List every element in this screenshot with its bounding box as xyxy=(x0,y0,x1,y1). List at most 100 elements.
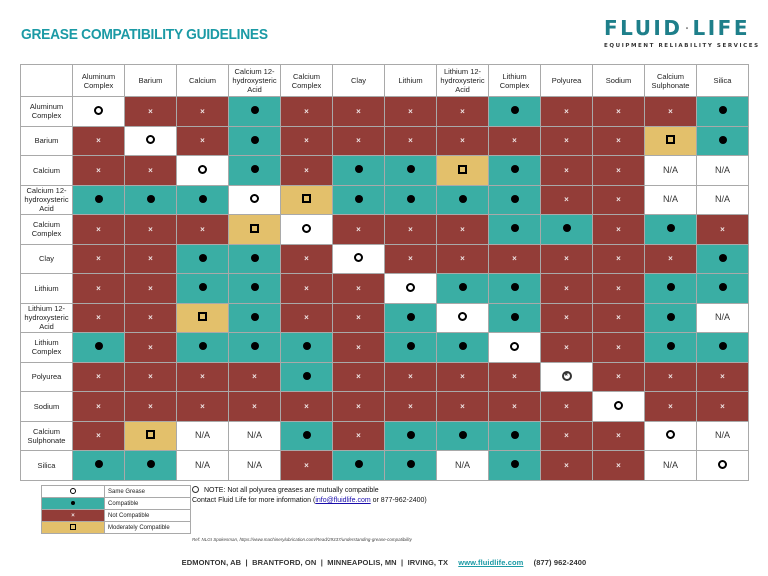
matrix-cell: N/A xyxy=(644,184,697,215)
filled-dot-icon xyxy=(718,135,727,144)
x-mark-icon: × xyxy=(668,254,673,264)
na-text: N/A xyxy=(246,430,262,441)
legend-item: Moderately Compatible xyxy=(41,521,191,534)
matrix-cell xyxy=(332,184,385,215)
table-row: Calcium 12-hydroxysteric Acid × × N/A N/A xyxy=(20,184,749,215)
matrix-cell xyxy=(176,243,229,274)
x-mark-icon: × xyxy=(616,313,621,323)
matrix-cell xyxy=(488,420,541,451)
website-link[interactable]: www.fluidlife.com xyxy=(458,558,524,567)
fluid-life-logo: FLUID LIFE EQUIPMENT RELIABILITY SERVICE… xyxy=(604,16,760,49)
matrix-cell: N/A xyxy=(176,450,229,481)
filled-dot-icon xyxy=(94,194,103,203)
matrix-cell: N/A xyxy=(696,302,749,333)
filled-dot-icon xyxy=(510,224,519,233)
matrix-cell: × xyxy=(488,391,541,422)
x-mark-icon: × xyxy=(460,254,465,264)
x-mark-icon: × xyxy=(148,401,153,411)
filled-dot-icon xyxy=(666,342,675,351)
matrix-cell: × xyxy=(540,155,593,186)
matrix-cell xyxy=(384,184,437,215)
x-mark-icon: × xyxy=(720,224,725,234)
matrix-cell xyxy=(176,332,229,363)
table-row: Lithium 12-hydroxysteric Acid × × × × × × N/A xyxy=(20,302,749,333)
x-mark-icon: × xyxy=(96,136,101,146)
matrix-cell: × xyxy=(384,391,437,422)
matrix-cell xyxy=(72,332,125,363)
x-mark-icon: × xyxy=(564,401,569,411)
na-text: N/A xyxy=(194,459,210,470)
matrix-cell: × xyxy=(176,96,229,127)
legend: Same Grease Compatible × Not Compatible Mode… xyxy=(41,485,191,534)
column-header: Calcium 12-hydroxysteric Acid xyxy=(228,64,281,97)
matrix-cell xyxy=(436,302,489,333)
matrix-cell xyxy=(644,125,697,156)
matrix-cell: × xyxy=(72,214,125,245)
matrix-cell: × xyxy=(332,420,385,451)
matrix-cell: × xyxy=(696,391,749,422)
matrix-cell xyxy=(280,332,333,363)
filled-dot-icon xyxy=(510,312,519,321)
matrix-cell: × xyxy=(280,391,333,422)
matrix-cell: × xyxy=(228,391,281,422)
x-mark-icon: × xyxy=(200,106,205,116)
matrix-cell xyxy=(384,420,437,451)
legend-item: Compatible xyxy=(41,497,191,510)
logo-text-left: FLUID xyxy=(604,16,683,40)
open-circle-icon xyxy=(70,487,76,494)
matrix-cell: N/A xyxy=(436,450,489,481)
matrix-cell: × xyxy=(540,243,593,274)
logo-tagline: EQUIPMENT RELIABILITY SERVICES xyxy=(604,43,760,49)
matrix-cell xyxy=(436,155,489,186)
filled-dot-icon xyxy=(718,106,727,115)
matrix-cell: × xyxy=(436,125,489,156)
matrix-cell xyxy=(644,332,697,363)
email-link[interactable]: info@fluidlife.com xyxy=(315,497,371,504)
footer: EDMONTON, AB | BRANTFORD, ON | MINNEAPOL… xyxy=(0,558,768,567)
matrix-cell: × xyxy=(592,125,645,156)
matrix-cell xyxy=(124,125,177,156)
reference-citation: Ref: NLGI Spokesman, https://www.machine… xyxy=(192,537,412,542)
filled-dot-icon xyxy=(406,194,415,203)
column-header: Silica xyxy=(696,64,749,97)
page-title: GREASE COMPATIBILITY GUIDELINES xyxy=(21,26,268,43)
table-row: Lithium × × × × × × xyxy=(20,273,749,304)
matrix-cell xyxy=(384,332,437,363)
table-row: Polyurea × × × × × × × × × × × xyxy=(20,361,749,392)
matrix-cell: N/A xyxy=(644,450,697,481)
x-mark-icon: × xyxy=(512,136,517,146)
matrix-cell: × xyxy=(72,155,125,186)
filled-dot-icon xyxy=(458,342,467,351)
matrix-cell xyxy=(696,273,749,304)
x-mark-icon: × xyxy=(616,283,621,293)
x-mark-icon: × xyxy=(408,106,413,116)
matrix-cell: × xyxy=(592,302,645,333)
legend-swatch xyxy=(41,497,105,510)
x-mark-icon: × xyxy=(720,401,725,411)
filled-dot-icon xyxy=(458,283,467,292)
table-row: Clay × × × × × × × × × xyxy=(20,243,749,274)
matrix-cell xyxy=(228,125,281,156)
matrix-cell: × xyxy=(488,361,541,392)
matrix-cell xyxy=(228,184,281,215)
footer-phone: (877) 962-2400 xyxy=(533,558,587,567)
x-mark-icon: × xyxy=(668,372,673,382)
x-mark-icon: × xyxy=(96,224,101,234)
x-mark-icon: × xyxy=(148,283,153,293)
matrix-cell: × xyxy=(696,361,749,392)
open-square-icon xyxy=(666,135,675,145)
column-header: Barium xyxy=(124,64,177,97)
matrix-cell: × xyxy=(384,243,437,274)
table-row: Calcium × × × × × N/A N/A xyxy=(20,155,749,186)
x-mark-icon: × xyxy=(460,106,465,116)
column-header: Lithium xyxy=(384,64,437,97)
matrix-cell xyxy=(592,391,645,422)
matrix-cell xyxy=(488,332,541,363)
x-mark-icon: × xyxy=(96,372,101,382)
matrix-cell: × xyxy=(280,273,333,304)
matrix-cell: × xyxy=(332,214,385,245)
matrix-cell xyxy=(176,302,229,333)
x-mark-icon: × xyxy=(148,313,153,323)
x-mark-icon: × xyxy=(356,224,361,234)
legend-label: Compatible xyxy=(104,497,191,510)
